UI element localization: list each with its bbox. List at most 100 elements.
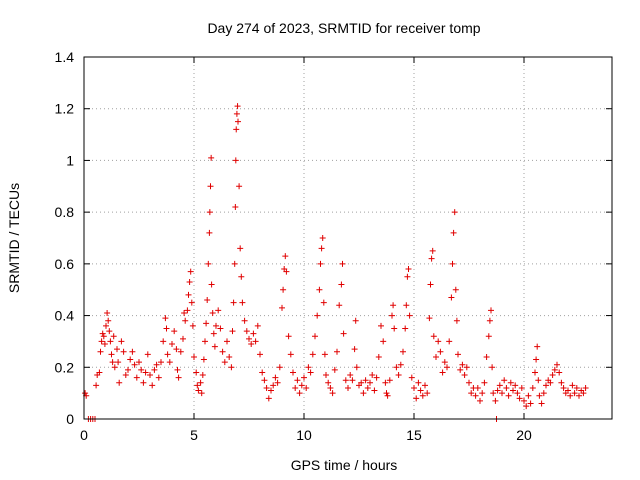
data-point: [206, 209, 213, 216]
data-point: [193, 369, 200, 376]
grid-layer: [84, 57, 612, 419]
data-point: [213, 322, 219, 329]
data-point: [254, 322, 261, 329]
data-point: [246, 335, 252, 342]
data-point: [287, 351, 294, 358]
data-point: [204, 297, 211, 304]
x-tick-label: 5: [190, 427, 198, 443]
data-point: [490, 390, 497, 397]
data-point: [485, 333, 492, 340]
data-point: [129, 348, 136, 355]
data-point: [415, 379, 422, 386]
data-point: [122, 372, 129, 379]
data-point: [576, 392, 582, 399]
chart-title: Day 274 of 2023, SRMTID for receiver tom…: [207, 20, 480, 36]
data-point: [229, 328, 236, 335]
data-point: [535, 377, 542, 384]
data-point: [551, 366, 558, 373]
data-point: [210, 330, 217, 337]
data-point: [228, 364, 235, 371]
data-point: [184, 307, 191, 314]
y-tick-label: 0.8: [55, 204, 75, 220]
data-point: [510, 387, 516, 394]
plot-frame: [83, 56, 613, 420]
data-point: [329, 390, 336, 397]
data-point: [496, 382, 503, 389]
data-point: [188, 299, 195, 306]
data-point: [455, 351, 461, 358]
data-point: [457, 366, 464, 373]
data-point: [397, 361, 404, 368]
data-point: [174, 366, 181, 373]
x-tick-label: 10: [296, 427, 312, 443]
data-point: [230, 299, 237, 306]
data-point: [580, 390, 587, 397]
data-point: [558, 379, 565, 386]
data-point: [101, 341, 108, 348]
data-point: [243, 328, 250, 335]
y-axis-label: SRMTID / TECUs: [6, 183, 22, 293]
tick-labels-layer: 0 0.2 0.4 0.6 0.8 1 1.2 1.4 0 5 10 15 20: [55, 49, 532, 443]
data-point: [205, 260, 212, 267]
data-point: [298, 382, 305, 389]
data-point: [339, 260, 346, 267]
data-point: [384, 392, 391, 399]
data-point: [391, 325, 398, 332]
data-point: [140, 379, 147, 386]
data-point: [474, 384, 481, 391]
data-point: [207, 183, 214, 190]
data-point: [149, 382, 156, 389]
axis-ticks-layer: [83, 56, 612, 420]
data-point: [404, 273, 411, 280]
data-point: [290, 369, 296, 376]
data-point: [547, 379, 554, 386]
data-point: [489, 364, 496, 371]
data-point: [422, 382, 428, 389]
data-point: [433, 353, 439, 360]
data-point: [189, 322, 196, 329]
data-point: [109, 359, 116, 366]
data-point: [358, 379, 365, 386]
data-point: [164, 351, 171, 358]
data-point: [336, 302, 343, 309]
data-point: [181, 309, 188, 316]
data-point: [120, 348, 127, 355]
data-point: [252, 338, 259, 345]
data-point: [516, 395, 523, 402]
data-point: [232, 157, 239, 164]
data-point: [283, 268, 290, 275]
data-point: [405, 266, 412, 273]
data-point: [111, 364, 118, 371]
data-point: [280, 286, 287, 293]
data-point: [383, 390, 390, 397]
data-point: [505, 392, 512, 399]
data-point: [241, 317, 248, 324]
data-point: [211, 343, 218, 350]
data-point: [232, 203, 239, 210]
data-point: [424, 390, 431, 397]
data-point: [100, 333, 107, 340]
data-point: [507, 379, 514, 386]
data-point: [534, 343, 541, 350]
data-point: [512, 382, 519, 389]
data-point: [340, 330, 347, 337]
data-point: [263, 384, 270, 391]
x-tick-label: 0: [80, 427, 88, 443]
data-point: [360, 390, 367, 397]
data-point: [158, 359, 164, 366]
data-point: [439, 369, 446, 376]
data-point: [352, 317, 359, 324]
data-point: [540, 390, 547, 397]
data-point: [239, 299, 246, 306]
data-point: [342, 377, 349, 384]
data-point: [182, 317, 189, 324]
data-point: [235, 118, 241, 125]
data-point: [468, 390, 475, 397]
data-point: [294, 377, 301, 384]
data-point: [133, 374, 140, 381]
data-point: [265, 395, 272, 402]
data-point: [162, 315, 169, 322]
data-point: [479, 390, 486, 397]
data-point: [234, 103, 241, 110]
